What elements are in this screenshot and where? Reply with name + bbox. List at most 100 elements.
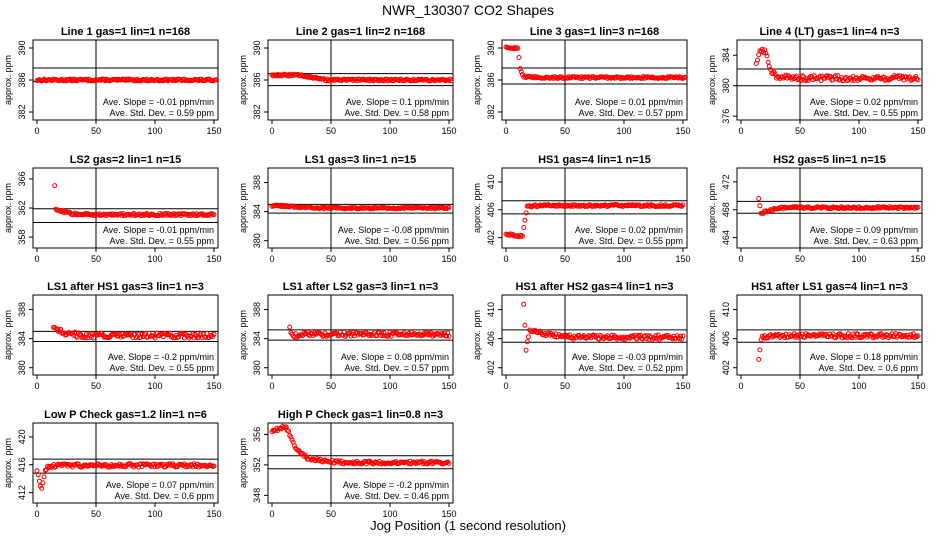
y-tick-label: 376 xyxy=(721,109,731,124)
y-tick-label: 382 xyxy=(486,104,496,119)
data-point xyxy=(880,334,886,340)
y-axis-label: approx. ppm xyxy=(3,310,13,360)
data-point xyxy=(817,73,823,79)
x-tick-label: 0 xyxy=(503,126,508,136)
data-point xyxy=(845,331,851,337)
data-point xyxy=(151,461,157,467)
data-point xyxy=(515,45,521,51)
x-tick-label: 50 xyxy=(326,381,336,391)
data-point xyxy=(642,333,648,339)
y-tick-label: 410 xyxy=(721,302,731,317)
y-axis-label: approx. ppm xyxy=(238,55,248,105)
y-tick-label: 384 xyxy=(252,331,262,346)
data-point xyxy=(799,73,805,79)
y-tick-label: 390 xyxy=(252,40,262,55)
data-point xyxy=(516,55,522,60)
data-point xyxy=(907,334,913,340)
panel-7: HS1 gas=4 lin=1 n=15 approx. ppm 402 406 410… xyxy=(472,154,691,264)
x-tick-label: 100 xyxy=(147,381,162,391)
y-tick-label: 388 xyxy=(17,302,27,317)
data-point xyxy=(521,301,527,307)
data-point xyxy=(525,334,531,340)
data-point xyxy=(211,212,217,218)
data-point xyxy=(35,472,41,478)
panel-11: HS1 after HS2 gas=4 lin=1 n=3 approx. ppm… xyxy=(472,281,691,391)
data-point xyxy=(213,77,219,83)
data-point xyxy=(652,335,658,341)
panel-title: LS1 after HS1 gas=3 lin=1 n=3 xyxy=(47,281,204,293)
data-point xyxy=(680,333,686,339)
std-dev-annotation: Ave. Std. Dev. = 0.59 ppm xyxy=(110,108,214,118)
slope-annotation: Ave. Slope = -0.2 ppm/min xyxy=(343,480,449,490)
x-tick-label: 0 xyxy=(503,254,508,264)
y-tick-label: 420 xyxy=(17,429,27,444)
data-point xyxy=(577,335,583,341)
x-tick-label: 0 xyxy=(269,254,274,264)
plot-frame xyxy=(501,167,688,249)
plot-frame xyxy=(267,294,454,376)
y-tick-label: 382 xyxy=(252,104,262,119)
x-tick-label: 150 xyxy=(910,254,925,264)
y-tick-label: 390 xyxy=(486,40,496,55)
data-point xyxy=(756,196,762,201)
data-point xyxy=(838,332,844,338)
panel-2: Line 2 gas=1 lin=2 n=168 approx. ppm 382 38… xyxy=(238,26,457,136)
y-axis-label: approx. ppm xyxy=(3,55,13,105)
y-tick-label: 380 xyxy=(252,233,262,248)
panel-14: High P Check gas=1 lin=0.8 n=3 approx. pp… xyxy=(238,409,457,519)
data-point xyxy=(522,322,528,328)
x-tick-label: 100 xyxy=(382,509,397,519)
slope-annotation: Ave. Slope = 0.18 ppm/min xyxy=(810,352,918,362)
y-tick-label: 416 xyxy=(17,457,27,472)
std-dev-annotation: Ave. Std. Dev. = 0.57 ppm xyxy=(345,363,449,373)
data-point xyxy=(517,66,523,72)
panel-title: HS1 after LS1 gas=4 lin=1 n=3 xyxy=(751,281,908,293)
y-tick-label: 402 xyxy=(721,360,731,375)
y-axis-label: approx. ppm xyxy=(238,310,248,360)
data-point xyxy=(334,458,340,464)
slope-annotation: Ave. Slope = 0.02 ppm/min xyxy=(575,225,683,235)
y-tick-label: 384 xyxy=(17,331,27,346)
data-point xyxy=(376,330,382,336)
panel-title: LS1 gas=3 lin=1 n=15 xyxy=(305,154,417,166)
data-point xyxy=(419,458,425,464)
x-tick-label: 0 xyxy=(34,126,39,136)
y-tick-label: 406 xyxy=(721,331,731,346)
y-tick-label: 366 xyxy=(17,171,27,186)
y-tick-label: 358 xyxy=(17,230,27,245)
data-point xyxy=(209,332,215,338)
y-tick-label: 402 xyxy=(486,230,496,245)
data-point xyxy=(448,78,454,84)
y-tick-label: 386 xyxy=(252,72,262,87)
panel-title: HS1 after HS2 gas=4 lin=1 n=3 xyxy=(515,281,673,293)
y-tick-label: 352 xyxy=(252,457,262,472)
slope-annotation: Ave. Slope = 0.02 ppm/min xyxy=(810,97,918,107)
y-tick-label: 412 xyxy=(17,485,27,500)
x-tick-label: 100 xyxy=(382,126,397,136)
y-tick-label: 380 xyxy=(17,360,27,375)
panel-title: HS2 gas=5 lin=1 n=15 xyxy=(773,154,886,166)
y-tick-label: 382 xyxy=(17,104,27,119)
data-point xyxy=(869,77,875,83)
slope-annotation: Ave. Slope = 0.07 ppm/min xyxy=(106,480,214,490)
x-tick-label: 0 xyxy=(34,509,39,519)
panel-title: LS2 gas=2 lin=1 n=15 xyxy=(70,154,182,166)
x-tick-label: 150 xyxy=(675,381,690,391)
slope-annotation: Ave. Slope = -0.03 ppm/min xyxy=(572,352,683,362)
slope-annotation: Ave. Slope = 0.08 ppm/min xyxy=(341,352,449,362)
panel-1: Line 1 gas=1 lin=1 n=168 approx. ppm 382 38… xyxy=(3,26,222,136)
std-dev-annotation: Ave. Std. Dev. = 0.52 ppm xyxy=(579,363,683,373)
panel-title: HS1 gas=4 lin=1 n=15 xyxy=(538,154,651,166)
y-tick-label: 384 xyxy=(721,48,731,63)
data-point xyxy=(680,202,686,208)
data-point xyxy=(521,225,527,230)
x-tick-label: 50 xyxy=(326,509,336,519)
data-point xyxy=(760,49,766,55)
data-point xyxy=(446,460,452,466)
x-tick-label: 150 xyxy=(441,509,456,519)
std-dev-annotation: Ave. Std. Dev. = 0.58 ppm xyxy=(345,108,449,118)
y-axis-label: approx. ppm xyxy=(238,438,248,488)
x-tick-label: 50 xyxy=(91,254,101,264)
data-point xyxy=(678,333,684,339)
y-tick-label: 380 xyxy=(721,78,731,93)
